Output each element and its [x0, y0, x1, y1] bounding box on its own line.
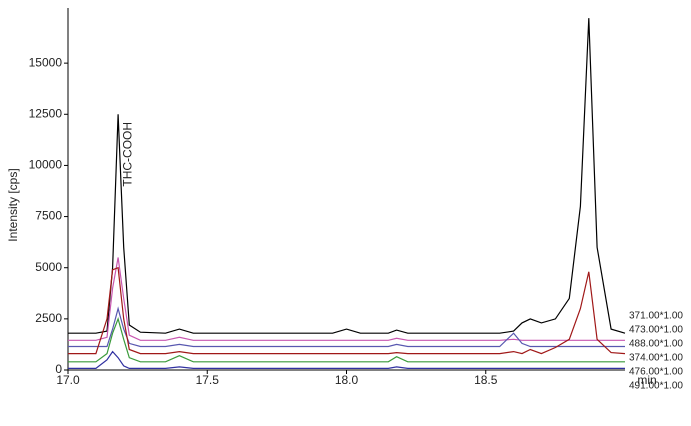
y-tick-label: 0 — [55, 362, 62, 376]
trace — [68, 350, 625, 369]
legend-label: 488.00*1.00 — [629, 339, 683, 350]
y-tick-label: 5000 — [35, 260, 62, 274]
x-tick-label: 17.0 — [56, 373, 80, 387]
trace — [68, 18, 626, 334]
trace — [68, 257, 625, 341]
y-tick-label: 7500 — [35, 209, 62, 223]
legend-label: 476.00*1.00 — [629, 367, 683, 378]
trace — [68, 306, 625, 348]
y-tick-label: 12500 — [29, 106, 63, 120]
legend-label: 374.00*1.00 — [629, 353, 683, 364]
x-tick-label: 18.5 — [474, 373, 498, 387]
x-tick-label: 17.5 — [196, 373, 220, 387]
y-tick-label: 10000 — [29, 158, 63, 172]
y-tick-label: 15000 — [29, 55, 63, 69]
y-axis-label: Intensity [cps] — [6, 168, 20, 241]
legend-label: 371.00*1.00 — [629, 311, 683, 322]
trace — [68, 316, 625, 363]
x-axis-label: min — [637, 373, 656, 387]
legend-label: 473.00*1.00 — [629, 325, 683, 336]
y-tick-label: 2500 — [35, 311, 62, 325]
x-tick-label: 18.0 — [335, 373, 359, 387]
legend-label: 491.00*1.00 — [629, 381, 683, 392]
trace — [68, 266, 626, 355]
annotation: THC-COOH — [120, 122, 134, 187]
